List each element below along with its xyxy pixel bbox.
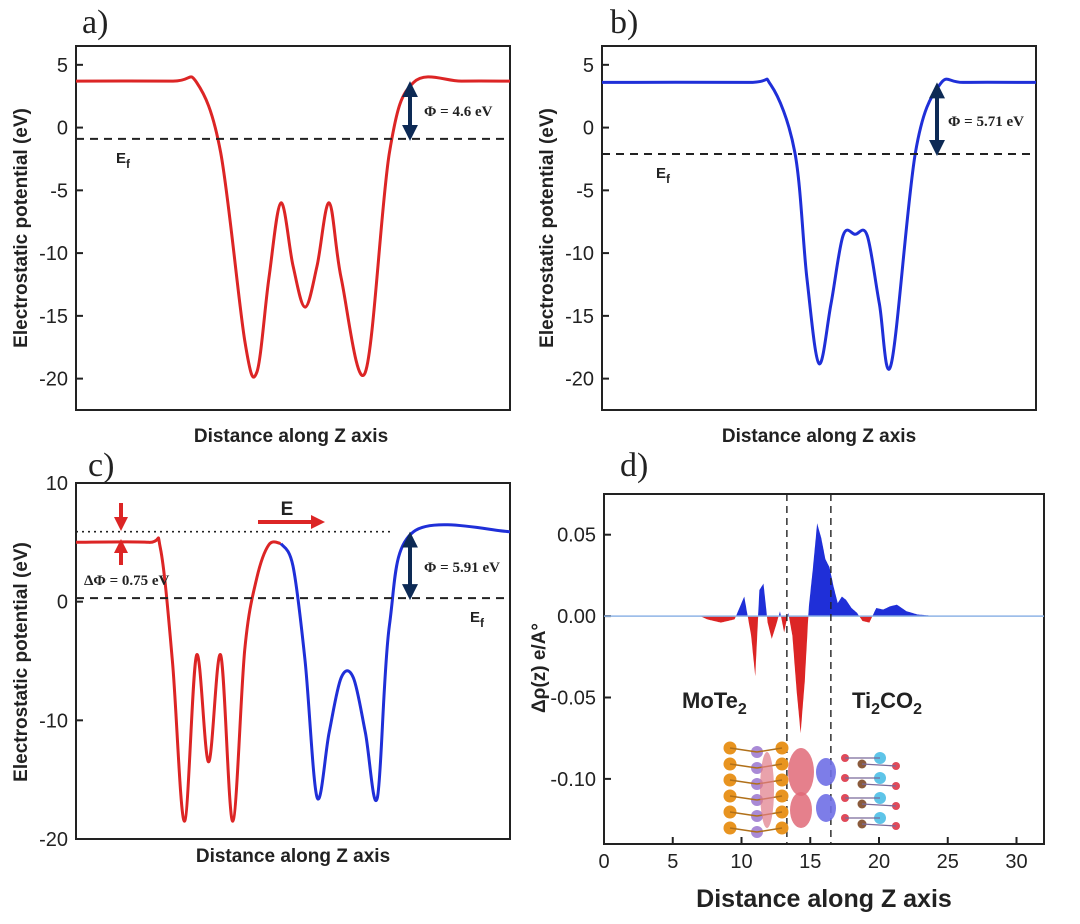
panel-d-x-ticks: 0 5 10 15 20 25 30 [598, 837, 1028, 873]
panel-c-field-label: E [281, 499, 294, 520]
panel-b-y-tick-label: -15 [565, 306, 594, 328]
inset-charge-layer [760, 752, 774, 828]
panel-c-y-tick-label: 0 [57, 592, 68, 614]
inset-bond [729, 763, 758, 769]
panel-a-fermi-label: Ef [116, 150, 131, 171]
panel-d: d) 0.05 0.00 -0.05 -0.10 0 5 10 15 20 25 30 MoTe2… [529, 447, 1045, 913]
inset-bond [729, 795, 758, 801]
heterostructure-inset [723, 741, 900, 838]
panel-a-potential-line [75, 75, 511, 379]
inset-charge-lobe-blue-lower [816, 794, 836, 822]
panel-d-negative-fill [604, 616, 1044, 734]
panel-a-y-tick-label: -20 [39, 369, 68, 391]
panel-b-y-ticks: 5 0 -5 -10 -15 -20 [565, 55, 609, 391]
inset-charge-lobe-red-lower [790, 792, 812, 828]
inset-bond [729, 747, 758, 753]
panel-b-y-tick-label: -10 [565, 243, 594, 265]
inset-charge-lobe-blue [816, 758, 836, 786]
panel-c-y-tick-label: -20 [39, 829, 68, 851]
panel-c-y-axis-label: Electrostatic potential (eV) [11, 542, 32, 782]
panel-a-y-tick-label: 0 [57, 118, 68, 140]
panel-b-y-tick-label: -5 [576, 180, 594, 202]
panel-c-fermi-label: Ef [470, 609, 485, 630]
panel-d-frame [603, 493, 1045, 845]
inset-bond [756, 827, 783, 833]
panel-c-letter: c) [88, 447, 114, 484]
panel-c-y-tick-label: -10 [39, 710, 68, 732]
panel-b-potential-line [601, 77, 1037, 371]
panel-d-y-tick-label: -0.10 [550, 769, 596, 791]
inset-bond [729, 827, 758, 833]
panel-a-y-tick-label: 5 [57, 55, 68, 77]
material-label-mote2: MoTe2 [682, 688, 747, 718]
inset-bond [729, 811, 758, 817]
panel-b-fermi-label: Ef [656, 165, 671, 186]
panel-c-frame [75, 482, 511, 840]
inset-bond [861, 803, 897, 807]
panel-d-letter: d) [620, 447, 648, 484]
panel-d-positive-fill [604, 523, 1044, 617]
panel-a-letter: a) [82, 4, 108, 41]
inset-charge-lobe-red [788, 748, 814, 796]
inset-bond [861, 823, 897, 827]
panel-b-x-axis-label: Distance along Z axis [722, 426, 916, 447]
panel-c-y-ticks: 10 0 -10 -20 [39, 473, 83, 851]
panel-d-y-tick-label: 0.00 [557, 606, 596, 628]
panel-b-y-axis-label: Electrostatic potential (eV) [537, 108, 558, 348]
panel-d-y-ticks: 0.05 0.00 -0.05 -0.10 [550, 525, 611, 791]
panel-c: c) 10 0 -10 -20 Ef ΔΦ = 0.75 eV E Φ = 5.91 … [11, 447, 511, 867]
panel-b-y-tick-label: 5 [583, 55, 594, 77]
panel-b-letter: b) [610, 4, 638, 41]
panel-c-x-axis-label: Distance along Z axis [196, 846, 390, 867]
panel-d-x-axis-label: Distance along Z axis [696, 885, 952, 913]
panel-c-y-tick-label: 10 [46, 473, 68, 495]
panel-a: a) 5 0 -5 -10 -15 -20 Ef Φ = 4.6 eV Electrost… [11, 4, 511, 447]
panel-c-potential-line-ti2co2 [279, 523, 511, 802]
panel-d-y-tick-label: 0.05 [557, 525, 596, 547]
panel-c-potential-line-mote2 [75, 536, 282, 823]
panel-d-x-tick-label: 15 [799, 851, 821, 873]
panel-b-y-tick-label: 0 [583, 118, 594, 140]
panel-d-y-axis-label: Δρ(z) e/A° [529, 623, 550, 713]
panel-a-y-tick-label: -5 [50, 180, 68, 202]
panel-a-y-axis-label: Electrostatic potential (eV) [11, 108, 32, 348]
inset-bond [861, 783, 897, 787]
panel-d-y-tick-label: -0.05 [550, 687, 596, 709]
panel-b-frame [601, 45, 1037, 411]
panel-a-y-tick-label: -10 [39, 243, 68, 265]
panel-a-x-axis-label: Distance along Z axis [194, 426, 388, 447]
inset-atoms [723, 741, 900, 838]
inset-bond [861, 763, 897, 767]
material-label-ti2co2: Ti2CO2 [852, 688, 922, 718]
panel-b-y-tick-label: -20 [565, 369, 594, 391]
inset-bond [756, 747, 783, 753]
panel-a-y-ticks: 5 0 -5 -10 -15 -20 [39, 55, 83, 391]
panel-a-work-function-label: Φ = 4.6 eV [424, 104, 493, 120]
panel-d-x-tick-label: 5 [667, 851, 678, 873]
panel-b: b) 5 0 -5 -10 -15 -20 Ef Φ = 5.71 eV Electros… [537, 4, 1037, 447]
panel-d-x-tick-label: 10 [730, 851, 752, 873]
panel-d-x-tick-label: 25 [937, 851, 959, 873]
panel-d-x-tick-label: 20 [868, 851, 890, 873]
panel-d-x-tick-label: 30 [1005, 851, 1027, 873]
panel-b-work-function-label: Φ = 5.71 eV [948, 114, 1024, 130]
panel-d-x-tick-label: 0 [598, 851, 609, 873]
panel-c-delta-work-function-label: ΔΦ = 0.75 eV [84, 573, 170, 589]
panel-a-y-tick-label: -15 [39, 306, 68, 328]
inset-bond [729, 779, 758, 785]
panel-a-frame [75, 45, 511, 411]
panel-c-work-function-label: Φ = 5.91 eV [424, 560, 500, 576]
